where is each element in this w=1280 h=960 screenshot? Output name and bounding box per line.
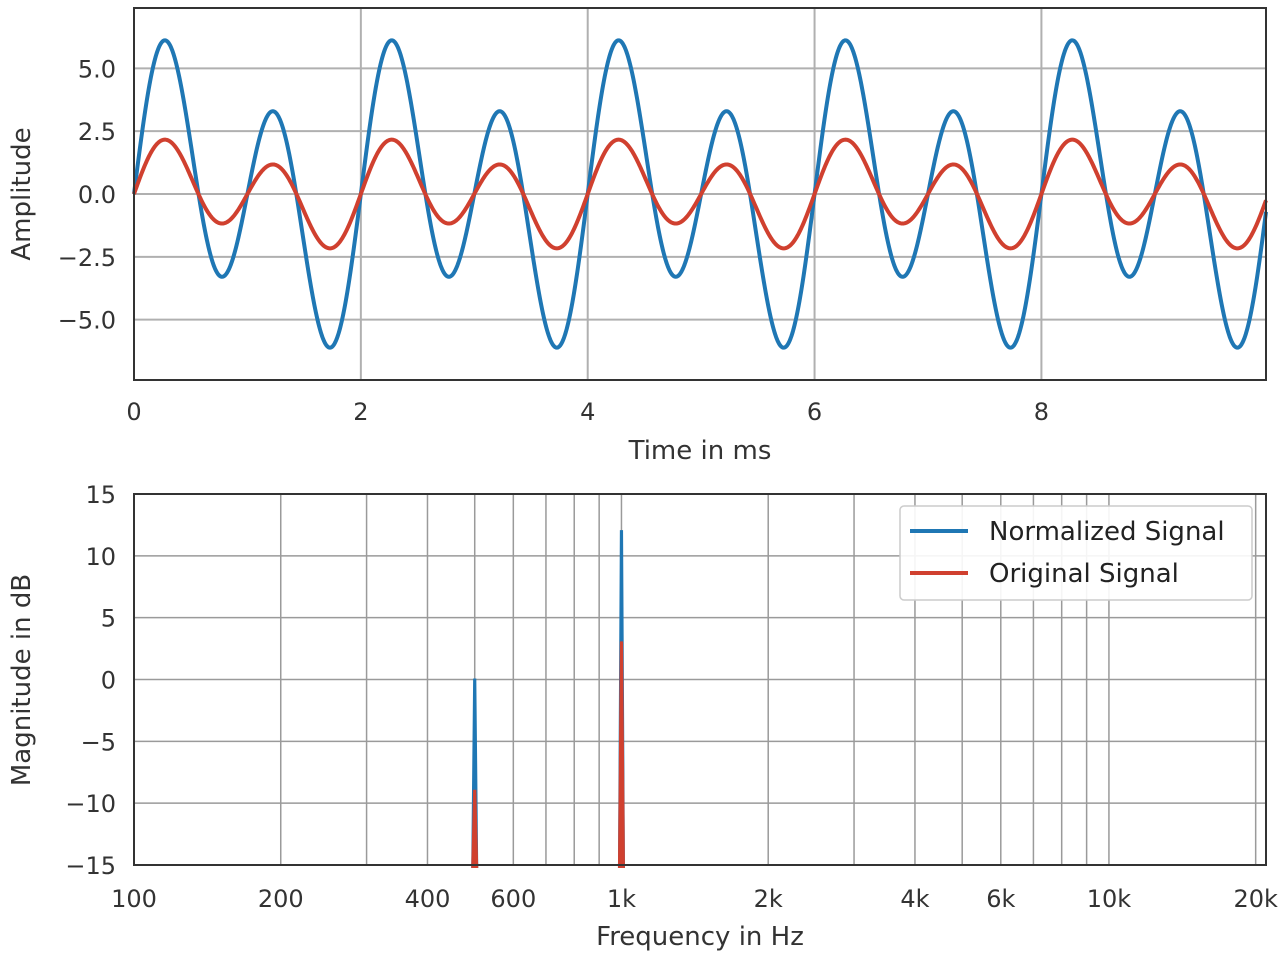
time-y-tick-label: 2.5 [78, 118, 116, 146]
freq-plot-lines [471, 530, 625, 868]
freq-y-tick-label: 0 [101, 667, 116, 695]
time-x-tick-label: 0 [126, 398, 141, 426]
time-series-original [132, 137, 1268, 251]
freq-x-tick-label: 10k [1087, 885, 1132, 913]
freq-plot-frame [133, 493, 1267, 866]
freq-y-ticks: 15 10 5 0 −5 −10 −15 [65, 481, 116, 880]
freq-y-tick-label: 10 [85, 543, 116, 571]
freq-x-tick-label: 1k [607, 885, 636, 913]
freq-y-tick-label: −15 [65, 852, 116, 880]
freq-x-tick-label: 400 [405, 885, 451, 913]
frequency-domain-plot: 100 200 400 600 1k 2k 4k 6k 10k 20k 15 10 5 0 −5 −10 −1… [7, 481, 1278, 952]
time-x-tick-label: 4 [580, 398, 595, 426]
legend-box [899, 505, 1253, 601]
original-peak [471, 789, 479, 868]
freq-x-axis-label: Frequency in Hz [596, 922, 804, 952]
original-peak [617, 641, 625, 868]
freq-x-tick-label: 600 [490, 885, 536, 913]
time-domain-plot: 0 2 4 6 8 5.0 2.5 0.0 −2.5 −5.0 Time in ms Ampli… [7, 7, 1268, 466]
time-plot-frame [133, 7, 1267, 381]
time-y-ticks: 5.0 2.5 0.0 −2.5 −5.0 [58, 55, 116, 334]
freq-x-tick-label: 2k [754, 885, 783, 913]
freq-x-tick-label: 100 [111, 885, 157, 913]
freq-y-tick-label: 5 [101, 605, 116, 633]
freq-y-tick-label: 15 [85, 481, 116, 509]
freq-y-tick-label: −10 [65, 790, 116, 818]
legend-label-normalized: Normalized Signal [989, 517, 1225, 547]
time-y-tick-label: −2.5 [58, 244, 116, 272]
time-y-tick-label: 5.0 [78, 55, 116, 83]
freq-y-axis-label: Magnitude in dB [7, 574, 37, 786]
freq-x-tick-label: 6k [986, 885, 1015, 913]
legend-label-original: Original Signal [989, 559, 1179, 589]
time-x-ticks: 0 2 4 6 8 [126, 398, 1049, 426]
freq-y-tick-label: −5 [81, 728, 116, 756]
time-y-axis-label: Amplitude [7, 127, 37, 260]
legend: Normalized Signal Original Signal [899, 505, 1253, 601]
time-x-tick-label: 2 [353, 398, 368, 426]
freq-x-tick-label: 200 [258, 885, 304, 913]
time-plot-lines [132, 38, 1268, 350]
time-x-tick-label: 8 [1034, 398, 1049, 426]
time-x-axis-label: Time in ms [628, 436, 772, 466]
time-y-tick-label: −5.0 [58, 307, 116, 335]
freq-x-tick-label: 20k [1233, 885, 1278, 913]
time-y-tick-label: 0.0 [78, 181, 116, 209]
time-x-tick-label: 6 [807, 398, 822, 426]
freq-x-ticks: 100 200 400 600 1k 2k 4k 6k 10k 20k [111, 885, 1278, 913]
freq-x-tick-label: 4k [900, 885, 929, 913]
